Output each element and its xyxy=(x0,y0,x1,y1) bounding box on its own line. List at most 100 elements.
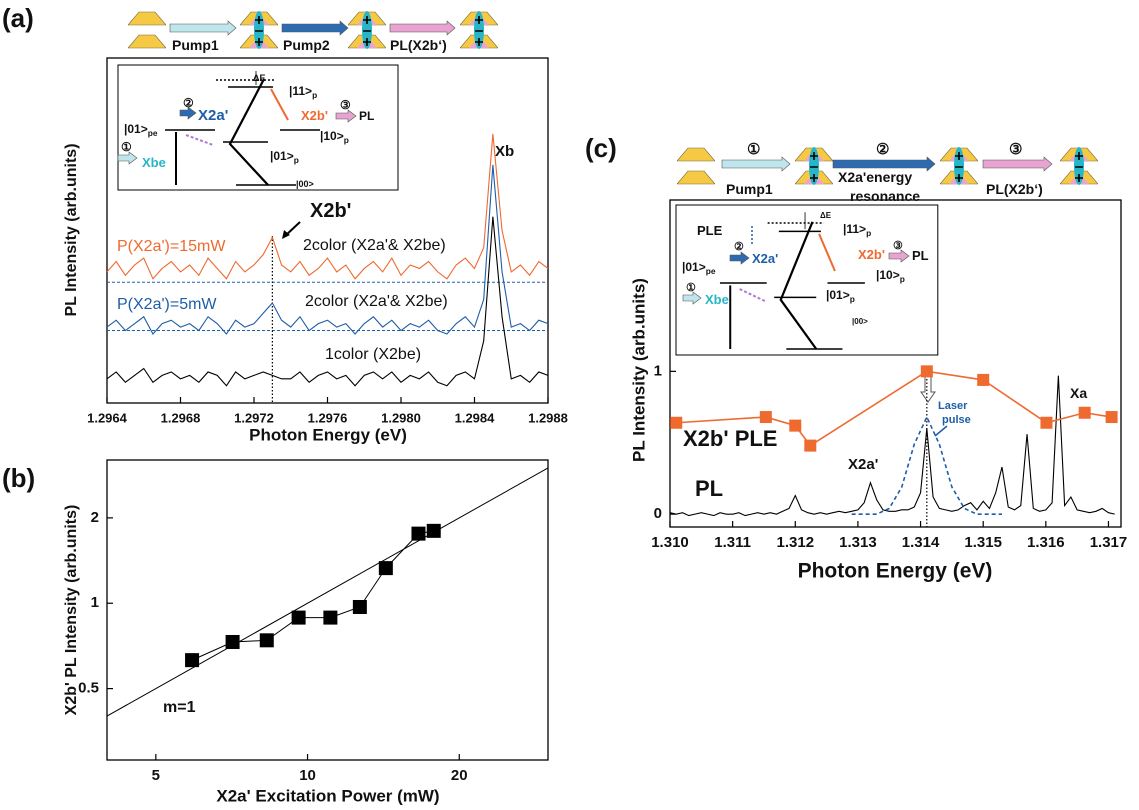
annotation: X2a'energy xyxy=(838,169,912,185)
x-axis-label: X2a' Excitation Power (mW) xyxy=(216,786,439,805)
annotation-text: ① xyxy=(747,141,760,158)
annotation-text: PL xyxy=(912,248,929,263)
annotation-sub: p xyxy=(866,228,871,238)
annotation-text: X2b' xyxy=(858,247,885,262)
arrow xyxy=(169,20,237,36)
annotation-text: ③ xyxy=(340,98,351,112)
annotation-sub: p xyxy=(900,274,905,284)
annotation-sub: p xyxy=(294,155,299,165)
point xyxy=(323,610,338,625)
annotation: X2a' xyxy=(848,456,878,473)
annotation: ③ xyxy=(893,240,903,252)
annotation-text: |10> xyxy=(876,268,900,282)
y-tick-label: 1 xyxy=(654,362,662,379)
x-tick-label: 1.310 xyxy=(651,534,689,551)
schematic-c xyxy=(674,147,1098,357)
annotation-text: m=1 xyxy=(163,699,196,716)
annotation-text: resonance xyxy=(850,188,920,204)
x-tick-label: 1.312 xyxy=(777,534,815,551)
annotation: Xa xyxy=(1070,385,1087,401)
point xyxy=(259,633,274,648)
annotation-text: PL xyxy=(359,109,374,123)
annotation: Xb xyxy=(495,143,514,160)
point xyxy=(378,561,393,576)
annotation-text: PL(X2b‘) xyxy=(986,181,1043,197)
x-axis-label: Photon Energy (eV) xyxy=(249,425,407,444)
series-line xyxy=(106,133,549,280)
annotation-text: ① xyxy=(686,282,696,294)
y-axis-label: PL Intensity (arb.units) xyxy=(629,278,648,462)
panel-label: (a) xyxy=(2,3,34,33)
arrow xyxy=(832,156,936,172)
annotation: resonance xyxy=(850,188,920,204)
annotation: |00> xyxy=(852,317,868,326)
ple-marker xyxy=(670,416,683,429)
annotation: ΔE xyxy=(820,211,832,220)
annotation-text: X2b' xyxy=(310,200,351,222)
annotation-text: |01> xyxy=(124,122,148,136)
annotation-text: ΔE xyxy=(253,73,265,83)
x-tick-label: 1.316 xyxy=(1027,534,1065,551)
annotation: PL(X2b‘) xyxy=(986,181,1043,197)
ple-marker xyxy=(804,439,817,452)
annotation: |11>p xyxy=(289,84,317,100)
y-tick-label: 2 xyxy=(91,509,99,526)
annotation: ② xyxy=(734,241,744,253)
annotation-sub: p xyxy=(344,135,349,145)
quantum-dot xyxy=(128,12,166,48)
pointer-head xyxy=(282,230,290,239)
point xyxy=(352,599,367,614)
quantum-dot xyxy=(460,11,498,49)
x-tick-label: 5 xyxy=(152,767,160,784)
quantum-dot xyxy=(940,147,978,185)
annotation: X2b' xyxy=(310,200,351,222)
annotation: Pump2 xyxy=(283,37,330,53)
y-axis-label: X2b' PL Intensity (arb.units) xyxy=(63,505,80,716)
series-line xyxy=(106,216,549,387)
x-axis-label: Photon Energy (eV) xyxy=(798,560,993,583)
annotation-text: Pump2 xyxy=(283,37,330,53)
annotation-text: ② xyxy=(183,96,194,110)
annotation: Xbe xyxy=(705,292,729,307)
annotation-sub: p xyxy=(850,294,855,304)
arrow xyxy=(721,156,791,172)
annotation-text: |00> xyxy=(852,317,868,326)
annotation: ① xyxy=(686,282,696,294)
x-tick-label: 1.2972 xyxy=(234,410,274,425)
quantum-dot xyxy=(1060,147,1098,185)
annotation-text: |01> xyxy=(826,288,850,302)
annotation-text: X2a' xyxy=(848,456,878,473)
arrow xyxy=(888,249,910,263)
panel-label: (c) xyxy=(585,133,617,163)
x-tick-label: 1.313 xyxy=(839,534,877,551)
annotation: ΔE xyxy=(253,73,265,83)
annotation-text: Xb xyxy=(495,143,514,160)
x-tick-label: 10 xyxy=(299,767,316,784)
x-tick-label: 1.2976 xyxy=(308,410,348,425)
annotation: |01>p xyxy=(826,288,855,304)
quantum-dot xyxy=(240,11,278,49)
plot-frame xyxy=(669,199,1122,528)
x-tick-label: 1.311 xyxy=(714,534,751,551)
ple-marker xyxy=(789,419,802,432)
annotation-text: Xa xyxy=(1070,385,1087,401)
annotation-text: ③ xyxy=(893,240,903,252)
annotation: |10>p xyxy=(876,268,905,284)
annotation-text: PL(X2b‘) xyxy=(390,37,447,53)
x-tick-label: 1.314 xyxy=(902,534,940,551)
annotation: m=1 xyxy=(163,699,196,716)
series-line xyxy=(669,375,1115,517)
panel-label: (b) xyxy=(2,463,35,493)
annotation: P(X2a')=5mW xyxy=(117,296,217,313)
x-tick-label: 1.2984 xyxy=(455,410,496,425)
annotation-text: ③ xyxy=(1009,141,1022,158)
fit-line xyxy=(106,467,549,717)
annotation-sub: pe xyxy=(148,128,158,138)
annotation: PL xyxy=(912,248,929,263)
y-tick-label: 1 xyxy=(91,594,99,611)
annotation-text: X2a'energy xyxy=(838,169,912,185)
annotation-sub: pe xyxy=(706,266,716,276)
annotation-text: PLE xyxy=(697,223,723,238)
annotation-text: ② xyxy=(876,141,889,158)
